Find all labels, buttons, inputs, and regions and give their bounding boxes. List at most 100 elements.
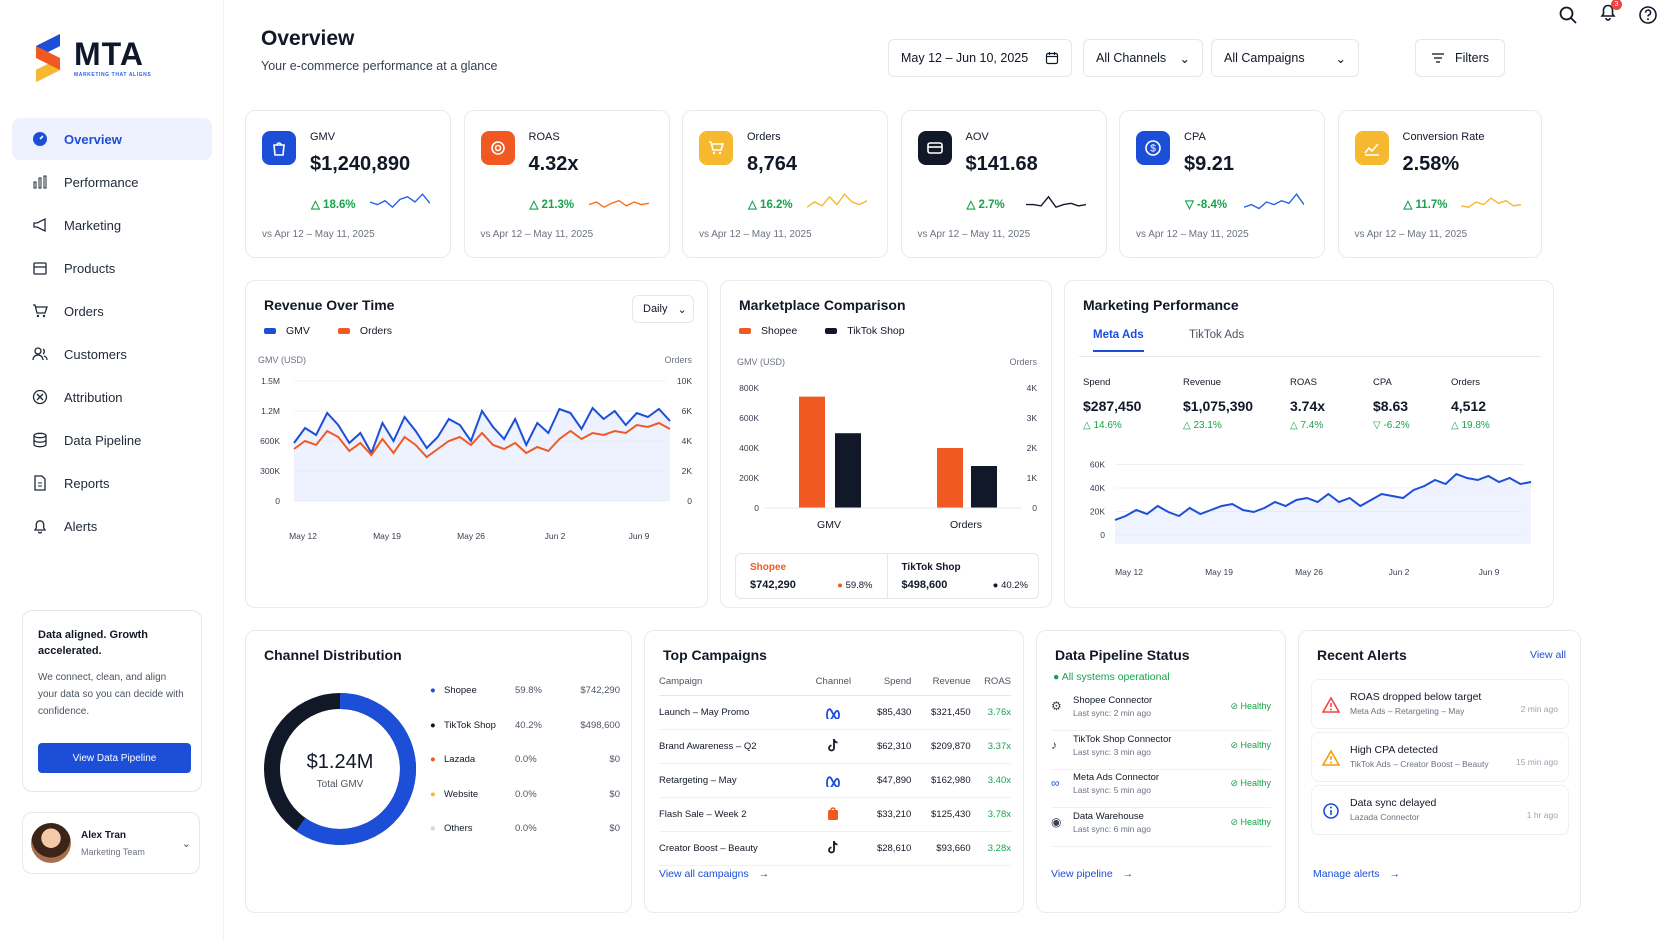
channel-row-shopee: ● Shopee 59.8% $742,290 [430, 685, 620, 696]
kpi-card-cpa[interactable]: $ CPA $9.21 ▽ -8.4% vs Apr 12 – May 11, 2025 [1119, 110, 1325, 258]
brand-tagline: MARKETING THAT ALIGNS [74, 72, 152, 78]
orders-line [293, 421, 671, 459]
manage-alerts-link[interactable]: Manage alerts → [1313, 868, 1401, 880]
pipeline-row[interactable]: ∞ Meta Ads Connector Last sync: 5 min ago ⊘… [1051, 770, 1271, 808]
kpi-card-orders[interactable]: Orders 8,764 △ 16.2% vs Apr 12 – May 11, 20… [682, 110, 888, 258]
search-icon[interactable] [1558, 5, 1578, 25]
alerts-title: Recent Alerts [1317, 647, 1407, 663]
pipeline-status: ● All systems operational [1053, 671, 1170, 683]
top-icons: 3 [1558, 0, 1658, 27]
alert-item[interactable]: High CPA detected TikTok Ads – Creator Bo… [1311, 732, 1569, 782]
info-icon [1323, 803, 1339, 819]
sidebar-item-reports[interactable]: Reports [12, 462, 212, 504]
date-range-picker[interactable]: May 12 – Jun 10, 2025 [888, 39, 1072, 77]
column-header: Campaign [659, 669, 807, 696]
sidebar-item-performance[interactable]: Performance [12, 161, 212, 203]
sidebar-item-products[interactable]: Products [12, 247, 212, 289]
page-title: Overview [261, 27, 355, 50]
y-tick: 300K [260, 466, 280, 476]
warning-icon [1322, 696, 1340, 713]
alert-item[interactable]: ROAS dropped below target Meta Ads – Reta… [1311, 679, 1569, 729]
page-subtitle: Your e-commerce performance at a glance [261, 59, 498, 73]
kpi-change: △ 2.7% [966, 199, 1005, 211]
users-icon [32, 347, 48, 361]
dollar-icon: $ [1136, 131, 1170, 165]
table-row[interactable]: Flash Sale – Week 2 $33,210 $125,430 3.78x [659, 797, 1011, 832]
kpi-card-gmv[interactable]: GMV $1,240,890 △ 18.6% vs Apr 12 – May 11, … [245, 110, 451, 258]
target-icon [32, 389, 48, 405]
kpi-compare: vs Apr 12 – May 11, 2025 [917, 229, 1031, 240]
chevron-down-icon: ⌄ [1335, 51, 1346, 66]
tab-tiktok-ads[interactable]: TikTok Ads [1189, 329, 1245, 341]
column-header: Revenue [911, 669, 971, 696]
sidebar-item-orders[interactable]: Orders [12, 290, 212, 332]
y-tick-right: 10K [677, 376, 692, 386]
y-tick-right: 4K [682, 436, 693, 446]
view-all-alerts-link[interactable]: View all [1530, 649, 1566, 661]
pipeline-row[interactable]: ♪ TikTok Shop Connector Last sync: 3 min a… [1051, 732, 1271, 770]
marketing-stat-roas: ROAS 3.74x △ 7.4% [1290, 377, 1326, 431]
summary-tiktok-shop: TikTok Shop $498,600 ● 40.2% [901, 562, 1029, 591]
notifications-button[interactable]: 3 [1598, 0, 1622, 27]
sidebar-item-label: Data Pipeline [64, 432, 142, 448]
promo-body: We connect, clean, and align your data s… [38, 672, 184, 717]
pipeline-row[interactable]: ◉ Data Warehouse Last sync: 6 min ago ⊘ Hea… [1051, 809, 1271, 847]
y-tick-right: 3K [1027, 413, 1038, 423]
sidebar-item-label: Performance [64, 174, 139, 190]
sidebar-item-overview[interactable]: Overview [12, 118, 212, 160]
kpi-compare: vs Apr 12 – May 11, 2025 [262, 229, 375, 240]
filters-button[interactable]: Filters [1415, 39, 1505, 77]
table-row[interactable]: Creator Boost – Beauty $28,610 $93,660 3.28… [659, 831, 1011, 866]
table-row[interactable]: Brand Awareness – Q2 $62,310 $209,870 3.37x [659, 729, 1011, 764]
kpi-card-conversion-rate[interactable]: Conversion Rate 2.58% △ 11.7% vs Apr 12 – M… [1337, 110, 1542, 258]
donut-total-label: Total GMV [316, 779, 364, 790]
legend-dot-icon: ● [430, 823, 436, 834]
y-tick: 1.5M [261, 376, 280, 386]
y-tick-right: 2K [682, 466, 693, 476]
x-tick: May 26 [1295, 567, 1323, 577]
user-menu[interactable]: Alex Tran Marketing Team ⌄ [22, 812, 200, 874]
sidebar-item-marketing[interactable]: Marketing [12, 204, 212, 246]
kpi-card-roas[interactable]: ROAS 4.32x △ 21.3% vs Apr 12 – May 11, 2025 [463, 110, 670, 258]
tab-meta-ads[interactable]: Meta Ads [1093, 329, 1144, 352]
alert-item[interactable]: Data sync delayed Lazada Connector 1 hr ag… [1311, 785, 1569, 835]
y-tick: 0 [1100, 530, 1105, 540]
shopee-icon [828, 806, 839, 820]
marketing-stat-spend: Spend $287,450 △ 14.6% [1083, 377, 1142, 431]
granularity-select[interactable]: Daily ⌄ [632, 295, 694, 323]
y-tick: 800K [739, 383, 759, 393]
sidebar-item-data-pipeline[interactable]: Data Pipeline [12, 419, 212, 461]
table-row[interactable]: Launch – May Promo $85,430 $321,450 3.76x [659, 695, 1011, 730]
kpi-sparkline [807, 193, 867, 208]
pipeline-row[interactable]: ⚙ Shopee Connector Last sync: 2 min ago ⊘ H… [1051, 693, 1271, 731]
cart-icon [33, 304, 48, 318]
brand-name: MTA [74, 36, 144, 72]
chevron-down-icon[interactable]: ⌄ [181, 837, 191, 850]
bar-chart-icon [33, 175, 47, 189]
campaigns-select[interactable]: All Campaigns ⌄ [1211, 39, 1359, 77]
kpi-value: $141.68 [965, 153, 1038, 175]
kpi-card-aov[interactable]: AOV $141.68 △ 2.7% vs Apr 12 – May 11, 2025 [900, 110, 1107, 258]
sidebar-item-customers[interactable]: Customers [12, 333, 212, 375]
kpi-value: $9.21 [1184, 153, 1235, 175]
view-data-pipeline-button[interactable]: View Data Pipeline [38, 743, 191, 773]
sidebar-item-alerts[interactable]: Alerts [12, 505, 212, 547]
y-tick: 600K [260, 436, 280, 446]
view-all-campaigns-link[interactable]: View all campaigns → [659, 868, 770, 880]
dashboard-icon [33, 132, 47, 146]
x-tick: Orders [950, 519, 982, 531]
sidebar-item-attribution[interactable]: Attribution [12, 376, 212, 418]
arrow-right-icon: → [1389, 868, 1401, 880]
channel-row-others: ● Others 0.0% $0 [430, 823, 620, 834]
logo[interactable]: MTA MARKETING THAT ALIGNS [32, 32, 151, 84]
channels-select[interactable]: All Channels ⌄ [1083, 39, 1203, 77]
marketing-line [1114, 472, 1532, 521]
x-tick: May 12 [289, 531, 317, 541]
check-circle-icon: ⊘ [1230, 816, 1241, 827]
kpi-sparkline [370, 193, 430, 209]
check-circle-icon: ⊘ [1230, 701, 1241, 711]
view-pipeline-link[interactable]: View pipeline → [1051, 868, 1134, 880]
table-row[interactable]: Retargeting – May $47,890 $162,980 3.40x [659, 763, 1011, 798]
help-icon[interactable] [1638, 5, 1658, 25]
y-axis-label-right: Orders [664, 355, 692, 365]
